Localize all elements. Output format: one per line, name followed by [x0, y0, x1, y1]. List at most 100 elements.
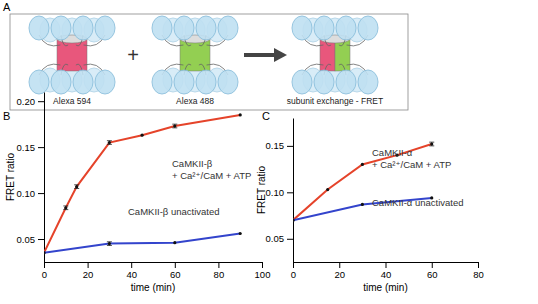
- kinase-domain: [29, 70, 49, 94]
- tick: 0: [291, 262, 296, 280]
- error-bar: [107, 242, 112, 246]
- kinase-domain: [292, 70, 312, 94]
- hub: [335, 39, 350, 71]
- marker: [108, 141, 111, 144]
- tick-mark: [386, 262, 387, 268]
- tick-mark: [339, 262, 340, 268]
- kinase-domain: [51, 70, 71, 94]
- tick-mark: [432, 262, 433, 268]
- series-label-line: + Ca²⁺/CaM + ATP: [172, 170, 251, 181]
- panel-label: C: [262, 110, 270, 122]
- kinase-domain: [314, 16, 334, 40]
- series-label: CaMKII-α+ Ca²⁺/CaM + ATP: [372, 147, 451, 170]
- tick-mark: [38, 193, 44, 194]
- tick: 0.15: [17, 142, 45, 153]
- tick-label: 60: [427, 269, 438, 280]
- tick: 80: [473, 262, 484, 280]
- tick-mark: [262, 262, 263, 268]
- tick-label: 0.20: [17, 96, 36, 107]
- marker: [108, 242, 111, 245]
- plot-data: [44, 113, 242, 254]
- x-axis-title: time (min): [131, 282, 175, 293]
- tick: 0: [42, 262, 47, 280]
- series-label-line: CaMKII-β: [172, 158, 213, 169]
- axis-line: [45, 262, 263, 263]
- marker: [173, 124, 176, 127]
- tick-mark: [44, 262, 45, 268]
- kinase-domain: [29, 16, 49, 40]
- kinase-domain: [292, 16, 312, 40]
- marker: [173, 241, 176, 244]
- tick: 0.10: [266, 187, 294, 198]
- y-axis: 0.050.100.150.20: [17, 93, 45, 263]
- arrow-head: [274, 48, 287, 62]
- tick-label: 20: [334, 269, 345, 280]
- panel-label: B: [3, 110, 10, 122]
- panel-label: A: [3, 1, 11, 13]
- kinase-domain: [358, 16, 378, 40]
- tick: 40: [126, 262, 137, 280]
- tick: 0.15: [266, 140, 294, 151]
- tick-label: 60: [170, 269, 181, 280]
- kinase-domain: [174, 16, 194, 40]
- tick-mark: [131, 262, 132, 268]
- figure: AAlexa 594Alexa 488subunit exchange - FR…: [0, 0, 538, 304]
- y-axis-title: FRET ratio: [256, 165, 267, 214]
- kinase-domain: [336, 16, 356, 40]
- error-bar: [63, 206, 68, 210]
- tick-label: 20: [83, 269, 94, 280]
- kinase-domain: [95, 70, 115, 94]
- tick-label: 0.15: [266, 140, 285, 151]
- tick-label: 40: [126, 269, 137, 280]
- kinase-domain: [152, 70, 172, 94]
- panel-frame: [10, 14, 408, 110]
- item-label: Alexa 594: [53, 96, 91, 106]
- tick-label: 100: [255, 269, 271, 280]
- tick-label: 0: [291, 269, 296, 280]
- operator: +: [127, 44, 139, 66]
- chart: B0204060801000.050.100.150.20time (min)F…: [3, 93, 270, 294]
- hub: [180, 39, 210, 71]
- axis-line: [44, 93, 45, 263]
- tick-label: 80: [214, 269, 225, 280]
- tick: 60: [170, 262, 181, 280]
- tick: 0.05: [266, 233, 294, 244]
- tick-label: 0.05: [17, 234, 36, 245]
- series-label: CaMKII-β unactivated: [128, 206, 220, 217]
- dodecamer: [152, 16, 238, 94]
- panel-a: AAlexa 594Alexa 488subunit exchange - FR…: [3, 1, 408, 110]
- tick-mark: [293, 262, 294, 268]
- marker: [239, 232, 242, 235]
- series-label: CaMKII-β+ Ca²⁺/CaM + ATP: [172, 158, 251, 181]
- tick: 20: [334, 262, 345, 280]
- tick-label: 0.15: [17, 142, 36, 153]
- kinase-domain: [336, 70, 356, 94]
- tick: 0.20: [17, 96, 45, 107]
- series-label-line: CaMKII-α: [372, 147, 413, 158]
- kinase-domain: [51, 16, 71, 40]
- tick: 100: [255, 262, 271, 280]
- tick-mark: [38, 101, 44, 102]
- dodecamer: [29, 16, 115, 94]
- marker: [75, 185, 78, 188]
- item-label: subunit exchange - FRET: [287, 96, 383, 106]
- series-label-line: CaMKII-α unactivated: [372, 197, 464, 208]
- marker: [430, 142, 433, 145]
- series-label-line: CaMKII-β unactivated: [128, 206, 220, 217]
- kinase-domain: [196, 16, 216, 40]
- tick-mark: [218, 262, 219, 268]
- dodecamer: [292, 16, 378, 94]
- kinase-domain: [174, 70, 194, 94]
- y-axis: 0.05 0.10 0.15: [266, 119, 294, 263]
- tick-mark: [287, 192, 293, 193]
- tick-mark: [478, 262, 479, 268]
- tick: 40: [381, 262, 392, 280]
- tick-label: 0.05: [266, 233, 285, 244]
- chart: C0204060800.050.100.15time (min)FRET rat…: [256, 110, 484, 293]
- kinase-domain: [73, 70, 93, 94]
- tick: 0.05: [17, 234, 45, 245]
- series-label: CaMKII-α unactivated: [372, 197, 464, 208]
- error-bar: [429, 142, 434, 146]
- marker: [326, 188, 329, 191]
- series-label-line: + Ca²⁺/CaM + ATP: [372, 159, 451, 170]
